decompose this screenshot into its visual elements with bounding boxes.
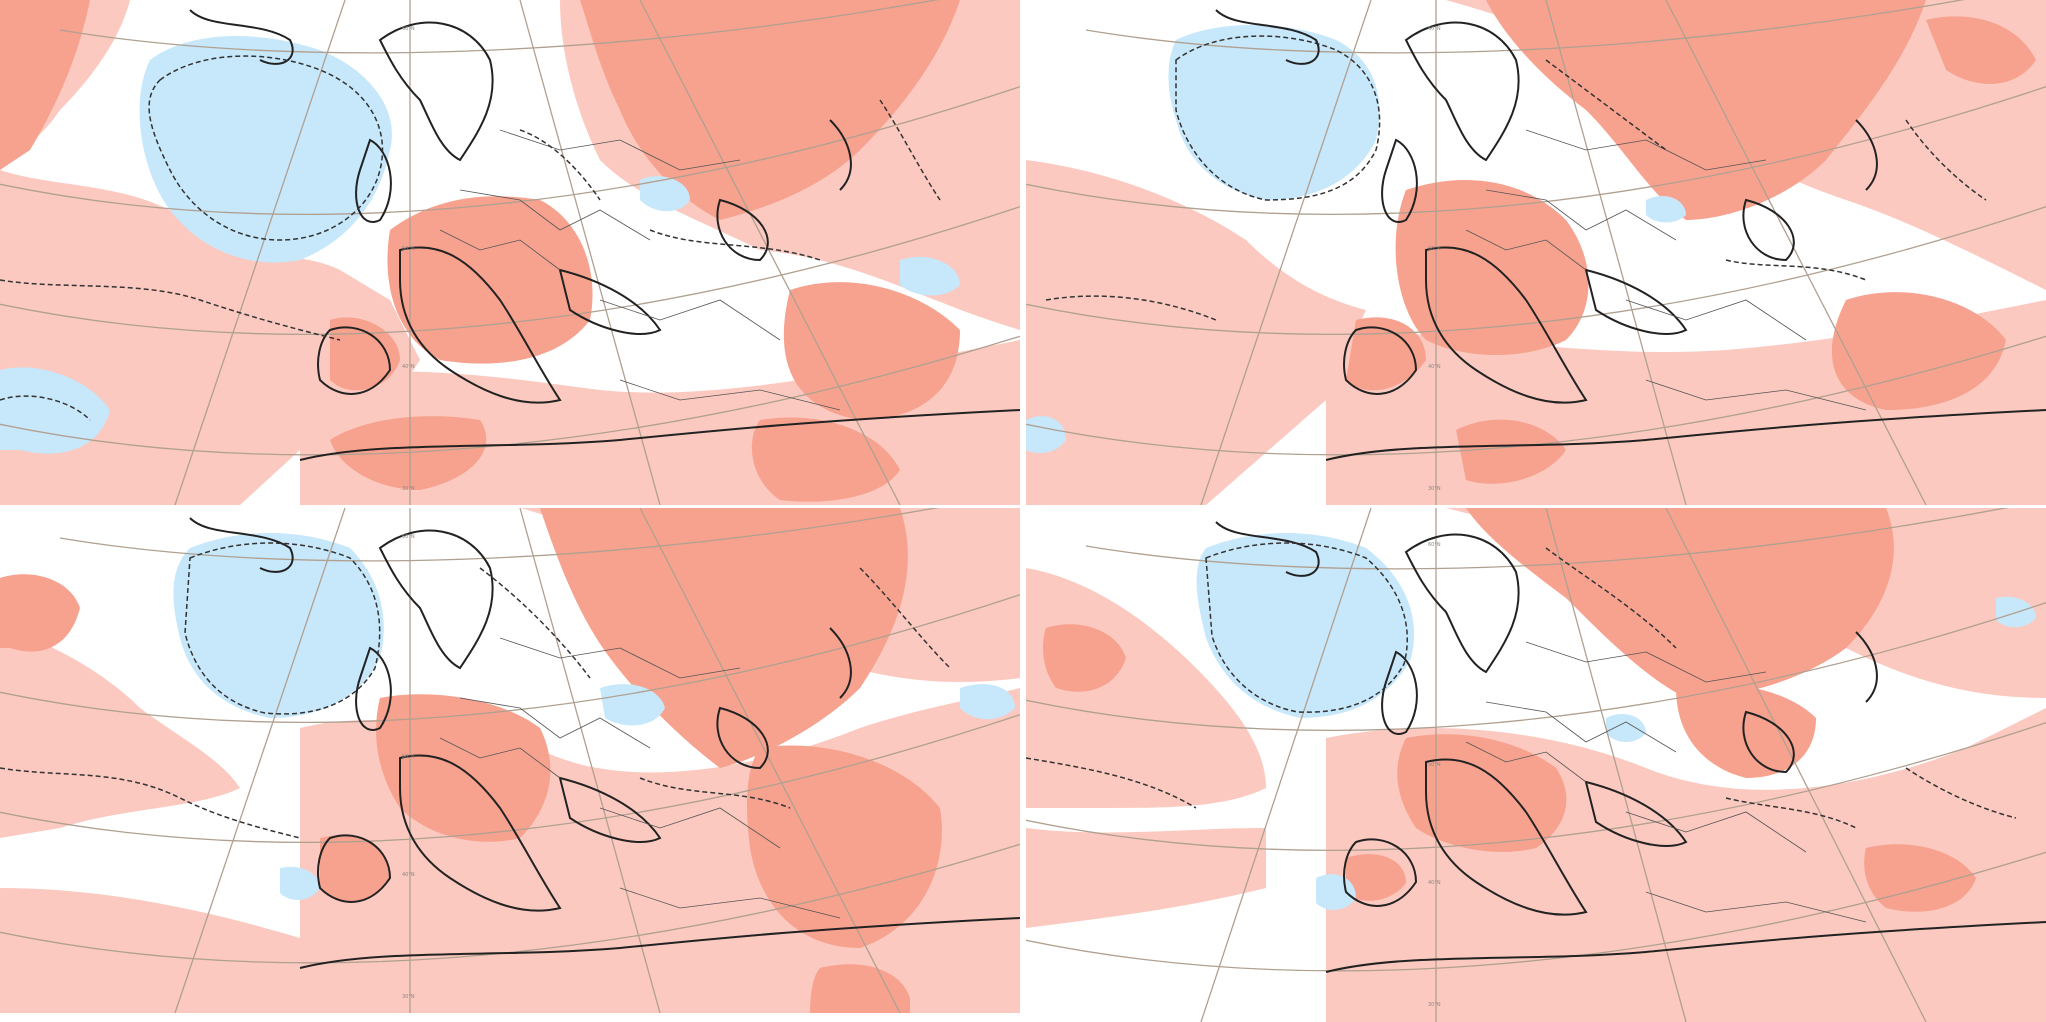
graticule-layer xyxy=(0,508,1020,1013)
lat-label: 40°N xyxy=(402,364,415,370)
border-layer xyxy=(1465,641,1867,923)
map-canvas-top-left: 30°N 40°N 50°N 60°N xyxy=(0,0,1020,505)
coastline-layer xyxy=(1215,9,2046,461)
lat-label: 50°N xyxy=(1428,246,1441,252)
anomaly-map-bottom-right: 30°N 40°N 50°N 60°N xyxy=(1026,508,2046,1022)
map-canvas-top-right: 30°N 40°N 50°N 60°N xyxy=(1026,0,2046,505)
graticule-layer xyxy=(1026,508,2046,1022)
coastline-layer xyxy=(189,517,1020,969)
map-canvas-bottom-right: 30°N 40°N 50°N 60°N xyxy=(1026,508,2046,1022)
graticule-layer xyxy=(0,0,1020,505)
lat-label: 60°N xyxy=(1428,542,1441,548)
lat-label: 50°N xyxy=(1428,762,1441,768)
map-canvas-bottom-left: 30°N 40°N 50°N 60°N xyxy=(0,508,1020,1013)
shaded-anomaly-layer xyxy=(0,0,1020,505)
lat-label: 40°N xyxy=(1428,364,1441,370)
border-layer xyxy=(439,129,841,411)
lat-label: 30°N xyxy=(1428,1002,1441,1008)
zero-contour-layer xyxy=(1045,35,1987,321)
coastline-layer xyxy=(189,9,1020,461)
lat-label: 30°N xyxy=(402,486,415,492)
lat-label: 60°N xyxy=(402,26,415,32)
lat-label: 30°N xyxy=(402,994,415,1000)
shaded-anomaly-layer xyxy=(1026,508,2046,1022)
anomaly-map-top-right: 30°N 40°N 50°N 60°N xyxy=(1026,0,2046,505)
lat-label: 30°N xyxy=(1428,486,1441,492)
anomaly-map-top-left: 30°N 40°N 50°N 60°N xyxy=(0,0,1020,505)
latitude-label-layer: 30°N 40°N 50°N 60°N xyxy=(402,534,415,1000)
latitude-label-layer: 30°N 40°N 50°N 60°N xyxy=(1428,542,1441,1008)
graticule-layer xyxy=(1026,0,2046,505)
border-layer xyxy=(439,637,841,919)
shaded-anomaly-layer xyxy=(0,508,1020,1013)
lat-label: 50°N xyxy=(402,246,415,252)
lat-label: 40°N xyxy=(402,872,415,878)
zero-contour-layer xyxy=(1026,542,2017,829)
zero-contour-layer xyxy=(0,55,941,421)
latitude-label-layer: 30°N 40°N 50°N 60°N xyxy=(402,26,415,492)
shaded-anomaly-layer xyxy=(1026,0,2046,505)
anomaly-map-bottom-left: 30°N 40°N 50°N 60°N xyxy=(0,508,1020,1013)
border-layer xyxy=(1465,129,1867,411)
lat-label: 60°N xyxy=(402,534,415,540)
lat-label: 40°N xyxy=(1428,880,1441,886)
lat-label: 50°N xyxy=(402,754,415,760)
lat-label: 60°N xyxy=(1428,26,1441,32)
zero-contour-layer xyxy=(0,542,951,839)
latitude-label-layer: 30°N 40°N 50°N 60°N xyxy=(1428,26,1441,492)
coastline-layer xyxy=(1215,521,2046,973)
